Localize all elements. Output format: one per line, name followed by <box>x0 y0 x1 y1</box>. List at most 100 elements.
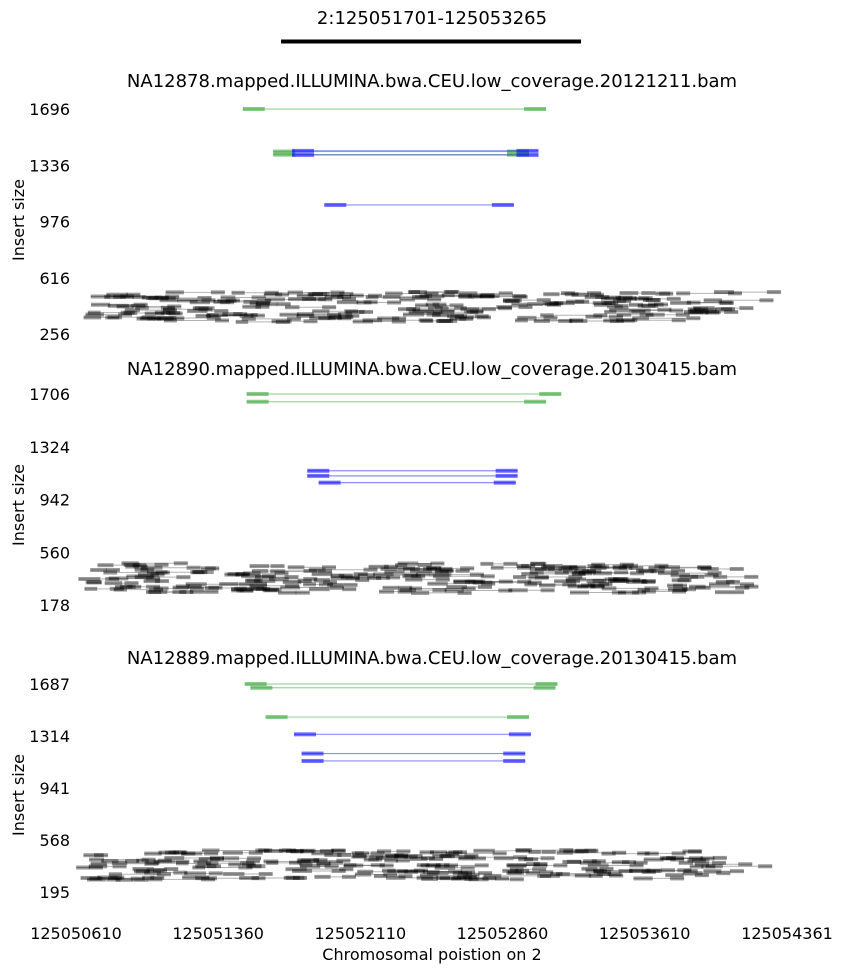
normal-read-pair <box>689 864 716 869</box>
normal-read-pair <box>141 295 169 300</box>
y-axis-label-na12878: Insert size <box>9 179 28 261</box>
normal-read-pair <box>193 859 260 864</box>
normal-read-pair <box>278 848 345 853</box>
normal-read-pair <box>242 304 270 309</box>
normal-read-pair <box>106 292 141 297</box>
normal-read-pair <box>148 590 194 595</box>
normal-read-pair <box>187 309 229 314</box>
normal-read-pair <box>289 860 344 865</box>
y-axis-label-na12890: Insert size <box>9 464 28 546</box>
normal-read-pair <box>384 570 449 575</box>
normal-read-pair <box>307 292 328 297</box>
duplication-read-pair <box>292 148 539 153</box>
normal-read-pair <box>296 313 360 318</box>
read-pairs-na12889 <box>76 682 773 882</box>
normal-read-pair <box>241 574 276 579</box>
normal-read-pair <box>381 868 428 873</box>
normal-read-pair <box>622 296 681 301</box>
normal-read-pair <box>666 855 727 860</box>
normal-read-pair <box>146 296 212 301</box>
normal-read-pair <box>454 306 513 311</box>
normal-read-pair <box>412 308 455 313</box>
normal-read-pair <box>132 867 179 872</box>
normal-read-pair <box>139 316 185 321</box>
x-tick-label: 125052860 <box>457 924 549 943</box>
normal-read-pair <box>416 875 467 880</box>
normal-read-pair <box>343 863 385 868</box>
deletion-read-pair <box>246 399 547 404</box>
normal-read-pair <box>435 568 454 573</box>
normal-read-pair <box>144 870 188 875</box>
normal-read-pair <box>329 315 354 320</box>
normal-read-pair <box>244 578 263 583</box>
normal-read-pair <box>213 299 258 304</box>
normal-read-pair <box>506 863 548 868</box>
normal-read-pair <box>397 869 463 874</box>
normal-read-pair <box>420 318 451 323</box>
normal-read-pair <box>575 848 599 853</box>
x-tick-label: 125053610 <box>599 924 691 943</box>
normal-read-pair <box>177 298 240 303</box>
normal-read-pair <box>587 582 613 587</box>
normal-read-pair <box>439 876 497 881</box>
duplication-read-pair <box>293 732 531 737</box>
normal-read-pair <box>373 572 430 577</box>
normal-read-pair <box>444 588 513 593</box>
normal-read-pair <box>246 864 266 869</box>
normal-read-pair <box>175 584 202 589</box>
y-tick-label: 941 <box>39 779 70 798</box>
normal-read-pair <box>154 310 176 315</box>
normal-read-pair <box>354 872 398 877</box>
normal-read-pair <box>616 312 654 317</box>
x-tick-label: 125052110 <box>315 924 407 943</box>
normal-read-pair <box>241 316 301 321</box>
normal-read-pair <box>502 868 530 873</box>
normal-read-pair <box>242 571 289 576</box>
normal-read-pair <box>297 312 353 317</box>
normal-read-pair <box>115 877 149 882</box>
x-tick-label: 125050610 <box>30 924 122 943</box>
normal-read-pair <box>235 319 290 324</box>
normal-read-pair <box>682 849 703 854</box>
normal-read-pair <box>119 584 142 589</box>
normal-read-pair <box>688 310 721 315</box>
normal-read-pair <box>249 301 270 306</box>
normal-read-pair <box>587 863 644 868</box>
normal-read-pair <box>667 583 688 588</box>
normal-read-pair <box>611 860 637 865</box>
normal-read-pair <box>153 316 174 321</box>
normal-read-pair <box>356 300 402 305</box>
normal-read-pair <box>405 577 450 582</box>
normal-read-pair <box>195 313 254 318</box>
y-tick-label: 1324 <box>29 438 70 457</box>
normal-read-pair <box>460 307 496 312</box>
normal-read-pair <box>429 572 484 577</box>
normal-read-pair <box>665 873 709 878</box>
normal-read-pair <box>345 309 374 314</box>
normal-read-pair <box>449 316 474 321</box>
normal-read-pair <box>308 567 378 572</box>
normal-read-pair <box>164 855 224 860</box>
normal-read-pair <box>425 302 447 307</box>
panel-title-na12889: NA12889.mapped.ILLUMINA.bwa.CEU.low_cove… <box>127 648 737 669</box>
normal-read-pair <box>399 588 447 593</box>
normal-read-pair <box>192 306 215 311</box>
normal-read-pair <box>395 563 432 568</box>
normal-read-pair <box>346 575 382 580</box>
normal-read-pair <box>626 579 656 584</box>
normal-read-pair <box>115 584 161 589</box>
normal-read-pair <box>104 581 139 586</box>
normal-read-pair <box>206 861 255 866</box>
normal-read-pair <box>408 290 460 295</box>
normal-read-pair <box>577 584 605 589</box>
normal-read-pair <box>142 875 165 880</box>
normal-read-pair <box>153 859 190 864</box>
normal-read-pair <box>312 291 354 296</box>
normal-read-pair <box>352 319 406 324</box>
normal-read-pair <box>163 318 229 323</box>
normal-read-pair <box>516 563 536 568</box>
normal-read-pair <box>615 296 653 301</box>
normal-read-pair <box>468 877 524 882</box>
normal-read-pair <box>432 853 479 858</box>
normal-read-pair <box>459 855 528 860</box>
